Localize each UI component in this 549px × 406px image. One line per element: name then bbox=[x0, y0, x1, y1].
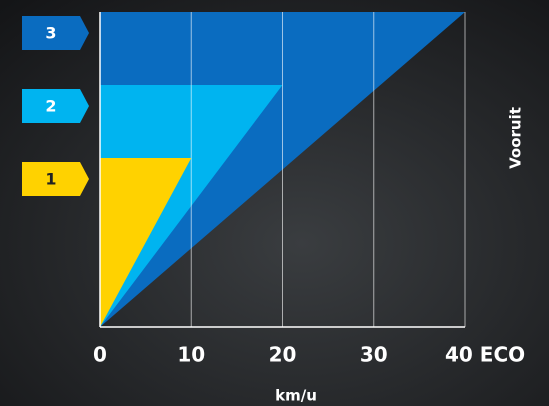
x-tick-label: 0 bbox=[93, 343, 107, 367]
x-tick-label: 20 bbox=[269, 343, 297, 367]
x-tick-label: 30 bbox=[360, 343, 388, 367]
gear-tab bbox=[22, 162, 89, 196]
side-label: Vooruit bbox=[507, 107, 525, 169]
x-axis-label: km/u bbox=[275, 387, 317, 405]
gear-tab bbox=[22, 16, 89, 50]
gear-label: 2 bbox=[45, 97, 56, 116]
gear-label: 3 bbox=[45, 24, 56, 43]
speed-area bbox=[100, 158, 192, 327]
gear-label: 1 bbox=[45, 170, 56, 189]
gear-tab bbox=[22, 89, 89, 123]
x-tick-label: 10 bbox=[177, 343, 205, 367]
x-tick-label: 40 ECO bbox=[445, 343, 525, 367]
